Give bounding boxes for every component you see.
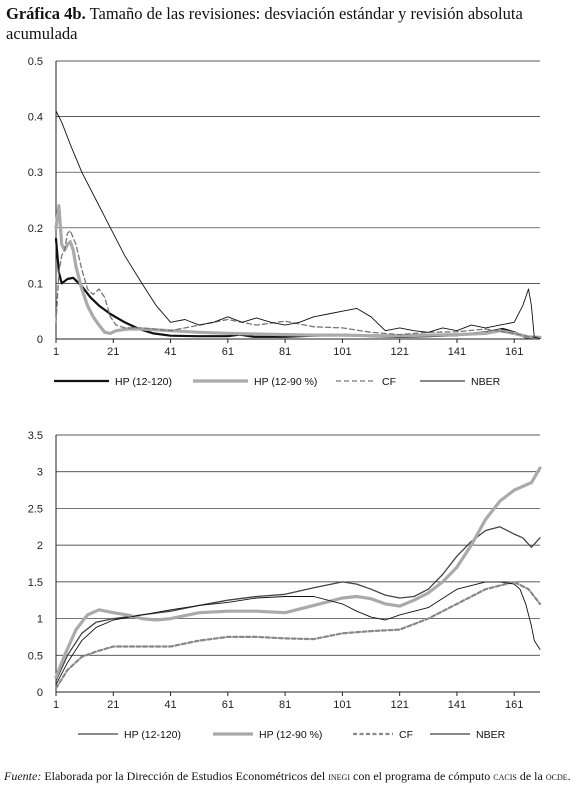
legend-label: CF [382, 376, 396, 388]
series-line-2 [54, 466, 542, 679]
y-tick-label: 0 [37, 687, 43, 699]
chart-std-deviation: 00.10.20.30.40.51 21 41 61 81 101 121 141 161 HP… [28, 56, 542, 388]
x-tick-label: 161 [505, 346, 523, 358]
series-line-4 [55, 110, 541, 339]
x-tick-label: 101 [333, 346, 351, 358]
series-line-2 [54, 204, 542, 339]
legend-label: NBER [471, 376, 501, 388]
y-tick-label: 0.4 [28, 112, 43, 124]
source-text-a: Elaborada por la Dirección de Estudios E… [44, 769, 326, 783]
y-tick-label: 3 [37, 467, 43, 479]
x-tick-label: 21 [107, 346, 119, 358]
series-line-3 [54, 580, 542, 690]
legend-label: HP (12-120) [115, 376, 172, 388]
y-tick-label: 1.5 [28, 577, 43, 589]
legend-label: NBER [476, 729, 506, 741]
legend-label: CF [399, 729, 413, 741]
legend-label: HP (12-90 %) [259, 729, 322, 741]
y-tick-label: 3.5 [28, 430, 43, 442]
x-tick-label: 81 [279, 699, 291, 711]
y-tick-label: 0.1 [28, 278, 43, 290]
y-tick-label: 0 [37, 334, 43, 346]
x-tick-label: 161 [505, 699, 523, 711]
x-tick-label: 41 [164, 699, 176, 711]
x-tick-label: 141 [448, 699, 466, 711]
y-tick-label: 0.3 [28, 167, 43, 179]
source-org-cacis: cacis [493, 769, 517, 783]
x-tick-label: 1 [53, 699, 59, 711]
x-tick-label: 21 [107, 699, 119, 711]
y-tick-label: 2.5 [28, 503, 43, 515]
y-tick-label: 0.2 [28, 223, 43, 235]
series-line-3 [55, 229, 541, 338]
y-tick-label: 0.5 [28, 650, 43, 662]
legend-label: HP (12-120) [124, 729, 181, 741]
figure-label: Gráfica 4b. [6, 4, 86, 23]
x-tick-label: 141 [448, 346, 466, 358]
legend-label: HP (12-90 %) [254, 376, 317, 388]
series-line-1 [55, 526, 541, 682]
chart-title: Gráfica 4b. Tamaño de las revisiones: de… [6, 4, 576, 44]
y-tick-label: 2 [37, 540, 43, 552]
x-tick-label: 121 [390, 346, 408, 358]
source-org-ocde: ocde [545, 769, 568, 783]
x-tick-label: 61 [222, 346, 234, 358]
source-text-d: . [567, 769, 571, 783]
x-tick-label: 1 [53, 346, 59, 358]
x-tick-label: 61 [222, 699, 234, 711]
y-tick-label: 1 [37, 614, 43, 626]
chart-absolute-revision: 00.511.522.533.51 21 41 61 81 101 121 141 161 HP… [28, 430, 542, 741]
y-tick-label: 0.5 [28, 56, 43, 68]
source-text-b: con el programa de cómputo [353, 769, 491, 783]
x-tick-label: 101 [333, 699, 351, 711]
x-tick-label: 81 [279, 346, 291, 358]
series-line-4 [55, 581, 541, 686]
source-text-c: de la [519, 769, 543, 783]
figure-title: Tamaño de las revisiones: desviación est… [6, 4, 523, 43]
x-tick-label: 41 [164, 346, 176, 358]
series-line-1 [54, 237, 542, 339]
x-tick-label: 121 [390, 699, 408, 711]
source-label: Fuente: [4, 769, 42, 783]
source-org-inegi: inegi [328, 769, 350, 783]
source-note: Fuente: Elaborada por la Dirección de Es… [4, 768, 577, 784]
